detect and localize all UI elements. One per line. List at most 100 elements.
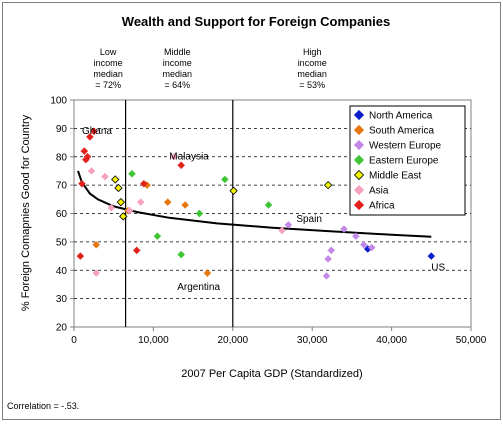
y-tick-label: 20 [56, 323, 68, 334]
y-tick-label: 30 [56, 294, 68, 305]
data-point [80, 147, 89, 155]
data-point [181, 201, 189, 209]
high-income-label: High [303, 47, 322, 57]
data-point [153, 232, 162, 241]
trendline [77, 170, 432, 238]
chart-frame: Wealth and Support for Foreign Companies… [2, 2, 501, 420]
data-point [128, 169, 136, 178]
legend-marker [353, 139, 365, 151]
data-point [83, 152, 92, 161]
data-point [284, 221, 293, 229]
data-point [90, 127, 98, 136]
data-point [359, 240, 368, 249]
legend-marker [353, 124, 365, 136]
data-point [203, 269, 212, 277]
y-tick-label: 60 [56, 209, 68, 220]
y-tick-label: 40 [56, 266, 68, 277]
annotation-label: Malaysia [169, 152, 209, 163]
annotation-label: Ghana [82, 126, 112, 137]
x-tick-label: 20,000 [218, 335, 249, 346]
legend-marker [353, 199, 365, 211]
data-point [324, 255, 332, 263]
data-point [177, 161, 186, 170]
y-tick-label: 80 [56, 152, 68, 163]
low-income-label: = 72% [95, 80, 121, 90]
trendline-group [77, 170, 432, 238]
y-tick-label: 90 [56, 124, 68, 135]
data-point [221, 175, 229, 184]
legend-label: North America [369, 111, 433, 122]
legend: North America South America Western Europe… [349, 105, 466, 216]
middle-income-label: income [163, 58, 192, 68]
data-point [278, 226, 286, 235]
low-income-label: income [94, 58, 123, 68]
x-tick-label: 40,000 [376, 335, 407, 346]
data-point [177, 250, 186, 259]
data-point [229, 186, 238, 195]
data-point [87, 167, 96, 175]
data-point [195, 209, 204, 218]
data-point [367, 243, 376, 252]
data-point [92, 269, 101, 277]
annotation-label: Spain [296, 214, 322, 225]
data-point [111, 175, 120, 184]
scatter-chart: Wealth and Support for Foreign Companies… [7, 14, 487, 411]
y-axis-label: % Foreign Comapnies Good for Country [20, 114, 32, 311]
data-point [76, 252, 85, 260]
middle-income-label: median [162, 69, 192, 79]
data-point [132, 246, 141, 255]
data-point [340, 225, 348, 233]
annotation-label: US [431, 262, 445, 273]
data-point [116, 197, 126, 207]
y-tick-label: 100 [50, 96, 67, 107]
x-tick-label: 0 [71, 335, 77, 346]
legend-box [349, 105, 466, 216]
low-income-label: Low [100, 47, 117, 57]
high-income-label: = 53% [299, 80, 325, 90]
low-income-label: median [93, 69, 123, 79]
country-annotations: Ghana Malaysia Argentina Spain US [82, 126, 446, 293]
data-point [352, 232, 360, 241]
legend-label: Asia [369, 186, 389, 197]
legend-label: South America [369, 126, 434, 137]
y-tick-label: 50 [56, 237, 68, 248]
data-points [76, 127, 436, 280]
x-tick-label: 10,000 [138, 335, 169, 346]
data-point [92, 240, 101, 249]
x-tick-label: 50,000 [456, 335, 487, 346]
x-axis-ticks: 0 10,000 20,000 30,000 40,000 50,000 [71, 327, 487, 346]
legend-marker [353, 109, 365, 121]
data-point [140, 179, 148, 188]
data-point [322, 272, 331, 280]
legend-label: Middle East [369, 171, 421, 182]
data-point [136, 198, 145, 206]
legend-label: Western Europe [369, 141, 442, 152]
y-axis-ticks: 20 30 40 50 60 70 80 90 100 [50, 96, 74, 334]
data-point [327, 246, 336, 255]
middle-income-label: = 64% [164, 80, 190, 90]
legend-marker [353, 184, 365, 196]
middle-income-label: Middle [164, 47, 191, 57]
y-tick-label: 70 [56, 181, 68, 192]
x-tick-label: 30,000 [297, 335, 328, 346]
annotation-label: Argentina [177, 282, 220, 293]
chart-title: Wealth and Support for Foreign Companies [122, 14, 390, 29]
data-point [125, 206, 134, 215]
data-point [170, 152, 178, 161]
correlation-note: Correlation = -.53. [7, 401, 79, 411]
legend-label: Africa [369, 201, 395, 212]
data-point [163, 198, 172, 206]
data-point [323, 180, 333, 190]
data-point [78, 179, 86, 188]
legend-marker [353, 154, 365, 166]
data-point [101, 172, 109, 181]
high-income-label: median [297, 69, 327, 79]
legend-label: Eastern Europe [369, 156, 439, 167]
data-point [119, 212, 128, 221]
high-income-label: income [298, 58, 327, 68]
data-point [427, 252, 436, 260]
data-point [264, 201, 273, 209]
legend-marker [353, 169, 365, 181]
data-point [107, 204, 116, 212]
